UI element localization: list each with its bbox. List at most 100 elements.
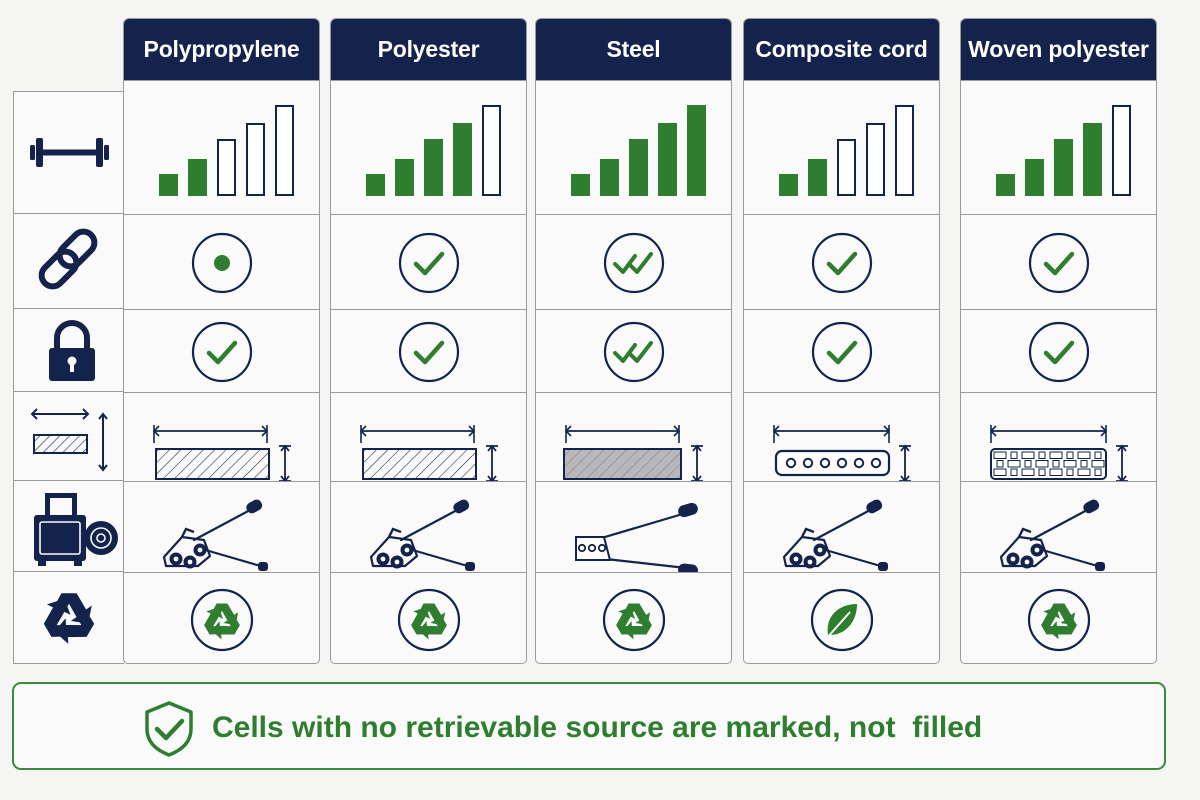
cell-profile xyxy=(744,392,939,482)
cell-strength xyxy=(331,80,526,214)
strength-bar-empty xyxy=(217,139,236,196)
double-check-circle-icon xyxy=(603,232,665,294)
strapping-machine-icon xyxy=(34,493,118,566)
strength-bar-filled xyxy=(453,123,472,196)
steel-strap-profile-icon xyxy=(563,425,703,482)
strength-bars-icon xyxy=(996,105,1131,196)
check-circle-icon xyxy=(1028,232,1090,294)
dimensions-icon xyxy=(30,408,108,472)
strength-bar-filled xyxy=(808,159,827,196)
cell-connection xyxy=(536,214,731,309)
material-column: Polypropylene xyxy=(123,18,320,664)
cell-strength xyxy=(961,80,1156,214)
dot-icon xyxy=(214,255,230,271)
strength-bars-icon xyxy=(779,105,914,196)
material-header: Steel xyxy=(536,19,731,80)
strength-bar-filled xyxy=(424,139,443,196)
chain-link-icon xyxy=(38,228,98,290)
cell-profile xyxy=(124,392,319,482)
strength-bar-filled xyxy=(571,174,590,196)
strength-bar-empty xyxy=(866,123,885,196)
recycle-icon xyxy=(1027,588,1091,652)
cell-tool xyxy=(536,481,731,573)
row-header-strength xyxy=(14,92,124,213)
partial-dot-icon xyxy=(191,232,253,294)
cell-end-of-life xyxy=(331,572,526,663)
cell-end-of-life xyxy=(961,572,1156,663)
cell-connection xyxy=(331,214,526,309)
strap-tensioner-tool-icon xyxy=(999,499,1105,571)
strength-bar-filled xyxy=(1025,159,1044,196)
strength-bars-icon xyxy=(159,105,294,196)
recycle-icon xyxy=(36,593,100,651)
check-circle-icon xyxy=(191,321,253,383)
row-header-dimensions xyxy=(14,391,124,480)
cell-strength xyxy=(536,80,731,214)
cell-profile xyxy=(961,392,1156,482)
recycle-icon xyxy=(190,588,254,652)
recycle-icon xyxy=(602,588,666,652)
strap-tensioner-tool-icon xyxy=(162,499,268,571)
steel-sealer-tool-icon xyxy=(575,502,698,573)
leaf-icon xyxy=(810,588,874,652)
cell-end-of-life xyxy=(536,572,731,663)
padlock-icon xyxy=(49,320,95,381)
strength-bar-filled xyxy=(1083,123,1102,196)
strength-bar-filled xyxy=(188,159,207,196)
strength-bar-filled xyxy=(366,174,385,196)
cell-profile xyxy=(331,392,526,482)
cell-profile xyxy=(536,392,731,482)
strength-bar-filled xyxy=(159,174,178,196)
strength-bar-filled xyxy=(687,105,706,196)
material-header: Polyester xyxy=(331,19,526,80)
material-column: Composite cord xyxy=(743,18,940,664)
material-header: Woven polyester xyxy=(961,19,1156,80)
material-column: Woven polyester xyxy=(960,18,1157,664)
strength-bar-filled xyxy=(996,174,1015,196)
recycle-icon xyxy=(397,588,461,652)
composite-cord-profile-icon xyxy=(772,425,911,482)
cell-security xyxy=(961,309,1156,392)
cell-end-of-life xyxy=(124,572,319,663)
strength-bar-filled xyxy=(395,159,414,196)
cell-tool xyxy=(961,481,1156,572)
cell-tool xyxy=(331,481,526,572)
woven-strap-profile-icon xyxy=(989,425,1128,482)
shield-check-icon xyxy=(145,701,193,757)
strength-bar-filled xyxy=(658,123,677,196)
strength-bar-empty xyxy=(482,105,501,196)
strength-bars-icon xyxy=(366,105,501,196)
strength-bar-filled xyxy=(1054,139,1073,196)
material-column: Polyester xyxy=(330,18,527,664)
strength-bar-filled xyxy=(600,159,619,196)
strap-tensioner-tool-icon xyxy=(369,499,475,571)
cell-connection xyxy=(124,214,319,309)
strength-bar-filled xyxy=(779,174,798,196)
check-circle-icon xyxy=(811,232,873,294)
legend-note: Cells with no retrievable source are mar… xyxy=(12,682,1166,770)
cell-strength xyxy=(124,80,319,214)
cell-security xyxy=(744,309,939,392)
strap-tensioner-tool-icon xyxy=(782,499,888,571)
cell-strength xyxy=(744,80,939,214)
row-header-tool xyxy=(14,480,124,571)
strength-bar-empty xyxy=(895,105,914,196)
check-circle-icon xyxy=(398,321,460,383)
flat-strap-profile-icon xyxy=(359,425,498,482)
row-icon-column xyxy=(13,91,124,664)
material-column: Steel xyxy=(535,18,732,664)
flat-strap-profile-icon xyxy=(152,425,291,482)
check-circle-icon xyxy=(811,321,873,383)
cell-security xyxy=(331,309,526,392)
strength-bar-empty xyxy=(246,123,265,196)
dumbbell-icon xyxy=(30,138,109,167)
row-header-end-of-life xyxy=(14,571,124,665)
strength-bars-icon xyxy=(571,105,706,196)
row-header-security xyxy=(14,308,124,391)
cell-security xyxy=(536,309,731,392)
material-header: Composite cord xyxy=(744,19,939,80)
cell-security xyxy=(124,309,319,392)
cell-connection xyxy=(961,214,1156,309)
material-header: Polypropylene xyxy=(124,19,319,80)
cell-connection xyxy=(744,214,939,309)
